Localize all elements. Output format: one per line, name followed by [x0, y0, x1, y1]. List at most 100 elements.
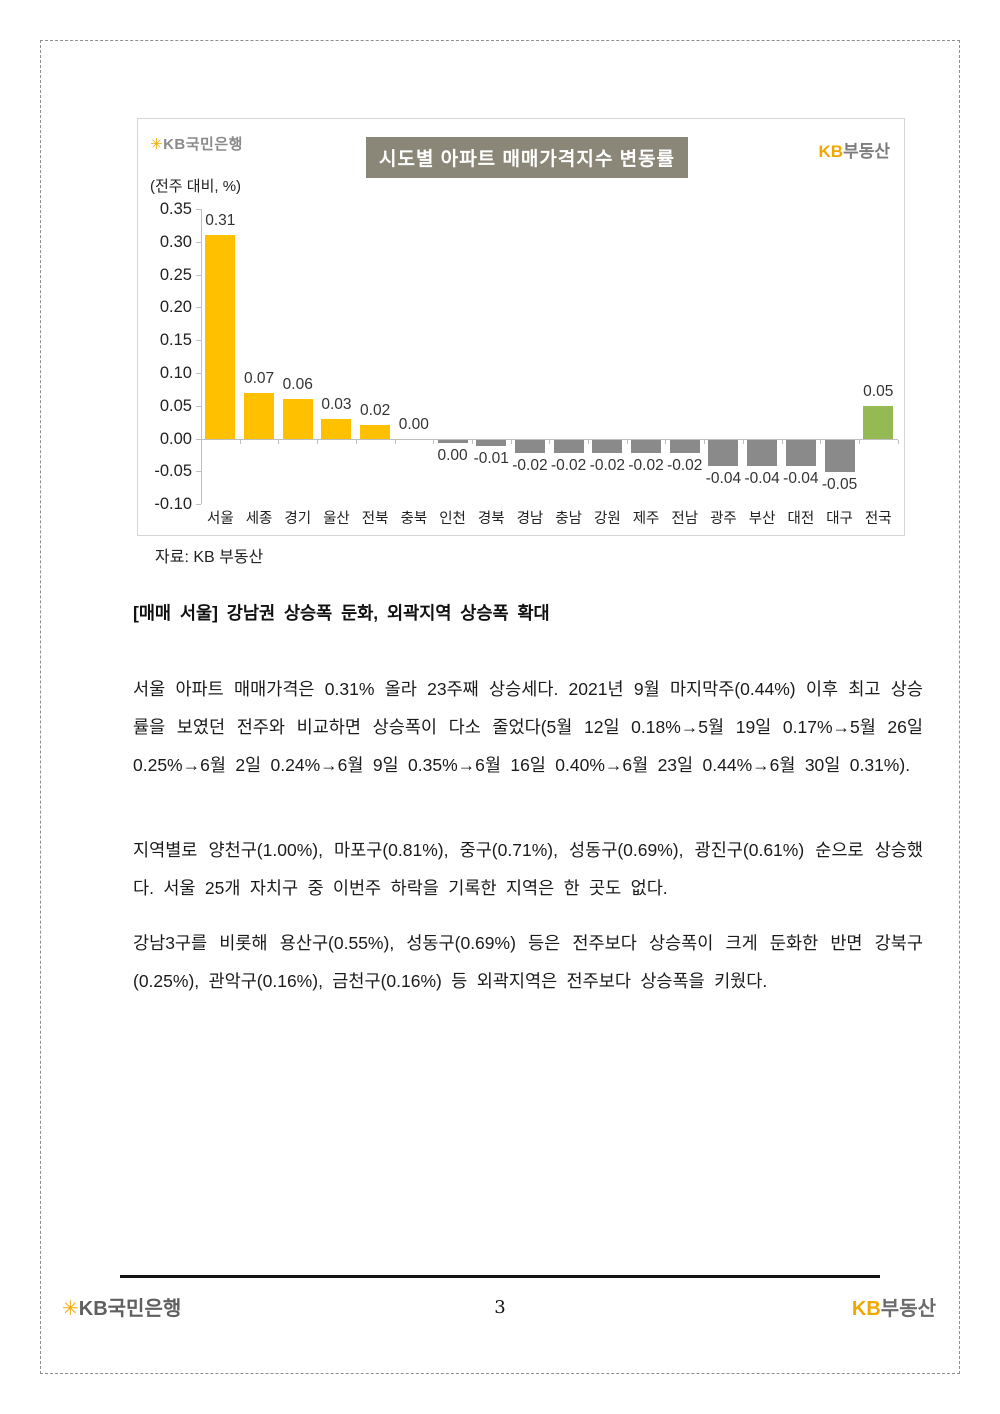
kb-real-estate-logo: KB부동산 [819, 137, 890, 162]
y-tick-mark [196, 307, 201, 309]
y-tick-label: 0.05 [159, 396, 192, 415]
x-category-label: 경북 [477, 511, 505, 527]
bar [863, 405, 894, 439]
bar [282, 399, 313, 439]
x-tick-mark [394, 439, 396, 444]
body-paragraph-3: 강남3구를 비롯해 용산구(0.55%), 성동구(0.69%) 등은 전주보다… [133, 932, 923, 991]
y-axis-unit-label: (전주 대비, %) [150, 178, 242, 195]
bar-value-label: 0.00 [437, 446, 468, 464]
y-tick-label: 0.30 [159, 232, 192, 251]
x-category-label: 대구 [826, 511, 853, 527]
x-category-label: 충남 [555, 511, 582, 527]
x-category-label: 충북 [400, 511, 428, 527]
x-tick-mark [433, 439, 435, 444]
kb-kookmin-bank-logo-text: KB국민은행 [163, 136, 243, 153]
bar-value-label: -0.01 [473, 450, 509, 468]
bar-value-label: 0.03 [321, 395, 352, 413]
bar [553, 439, 584, 453]
bar [592, 439, 623, 453]
x-category-label: 광주 [710, 511, 737, 527]
x-tick-mark [704, 439, 706, 444]
bar-value-label: 0.02 [360, 402, 391, 420]
y-tick-mark [196, 340, 201, 342]
x-tick-mark [588, 439, 589, 444]
bar-value-label: -0.02 [628, 456, 664, 474]
body-paragraph-2: 지역별로 양천구(1.00%), 마포구(0.81%), 중구(0.71%), … [133, 839, 923, 898]
x-tick-mark [742, 439, 744, 444]
page-number: 3 [494, 1297, 506, 1318]
footer-kb-real-estate-logo: KB부동산 [852, 1292, 936, 1321]
bar-value-label: -0.04 [744, 469, 780, 487]
bar-value-label: 0.05 [863, 382, 894, 400]
x-category-label: 대전 [787, 511, 815, 527]
kb-real-estate-logo-kb: KB [818, 142, 844, 161]
footer-kb-real-estate-kb: KB [851, 1298, 881, 1320]
y-tick-label: 0.35 [159, 200, 192, 218]
y-tick-mark [196, 373, 201, 374]
x-axis-line [201, 438, 898, 440]
x-tick-mark [781, 439, 783, 444]
chart-card: ✳KB국민은행 시도별 아파트 매매가격지수 변동률 KB부동산 (전주 대비,… [137, 118, 905, 536]
x-tick-mark [549, 439, 551, 444]
y-tick-mark [196, 209, 201, 210]
x-tick-mark [317, 439, 319, 444]
body-paragraph-1: 서울 아파트 매매가격은 0.31% 올라 23주째 상승세다. 2021년 9… [133, 678, 923, 775]
x-category-label: 제주 [632, 511, 660, 527]
kb-kookmin-bank-logo: ✳KB국민은행 [150, 133, 243, 154]
section-heading: [매매 서울] 강남권 상승폭 둔화, 외곽지역 상승폭 확대 [133, 603, 550, 623]
chart-source-note: 자료: KB 부동산 [155, 549, 264, 566]
x-tick-mark [510, 439, 512, 444]
x-category-label: 인천 [439, 511, 466, 527]
y-tick-label: 0.25 [159, 265, 192, 284]
bar [824, 439, 855, 473]
y-tick-label: 0.20 [159, 298, 192, 317]
x-tick-mark [820, 439, 822, 444]
bar-value-label: -0.02 [550, 456, 587, 474]
x-category-label: 전남 [671, 511, 699, 527]
bar-value-label: -0.04 [783, 469, 819, 487]
bar [747, 439, 778, 466]
x-tick-mark [355, 439, 357, 444]
x-tick-mark [201, 439, 202, 444]
footer-kb-kookmin-bank-text: KB국민은행 [78, 1298, 182, 1320]
footer-kb-real-estate-text: 부동산 [880, 1298, 936, 1320]
x-tick-mark [278, 439, 280, 444]
bar-value-label: 0.00 [398, 415, 429, 433]
footer-kb-kookmin-bank-logo: ✳KB국민은행 [62, 1292, 181, 1321]
bar [321, 418, 352, 439]
bar-value-label: 0.07 [243, 369, 275, 387]
bar-value-label: 0.06 [282, 376, 313, 394]
x-category-label: 전국 [864, 511, 892, 527]
y-tick-mark [196, 471, 201, 473]
bar [244, 392, 275, 439]
bar-value-label: -0.04 [705, 469, 742, 487]
y-tick-label: -0.10 [154, 495, 192, 514]
bar-value-label: 0.31 [205, 212, 236, 230]
x-tick-mark [665, 439, 667, 444]
y-tick-mark [196, 405, 201, 407]
x-category-label: 울산 [323, 511, 350, 527]
bar [476, 439, 507, 447]
bar [669, 439, 700, 453]
x-category-label: 전북 [361, 511, 389, 527]
y-tick-mark [196, 241, 201, 243]
x-category-label: 경기 [284, 511, 312, 527]
x-category-label: 세종 [245, 511, 273, 527]
y-tick-mark [196, 274, 201, 276]
bar [437, 439, 468, 443]
x-tick-mark [897, 439, 899, 444]
y-tick-label: 0.15 [159, 331, 192, 350]
kb-star-icon: ✳ [62, 1298, 79, 1320]
kb-star-icon: ✳ [150, 136, 164, 153]
bar-value-label: -0.02 [589, 456, 626, 474]
bar [360, 425, 391, 439]
y-tick-mark [196, 438, 201, 440]
y-tick-label: 0.00 [159, 429, 192, 448]
x-tick-mark [626, 439, 628, 444]
bar-value-label: -0.02 [667, 456, 703, 474]
x-category-label: 부산 [748, 511, 776, 527]
x-tick-mark [471, 439, 473, 444]
bar [514, 439, 545, 453]
x-category-label: 강원 [594, 511, 621, 527]
kb-real-estate-logo-text: 부동산 [843, 142, 890, 161]
